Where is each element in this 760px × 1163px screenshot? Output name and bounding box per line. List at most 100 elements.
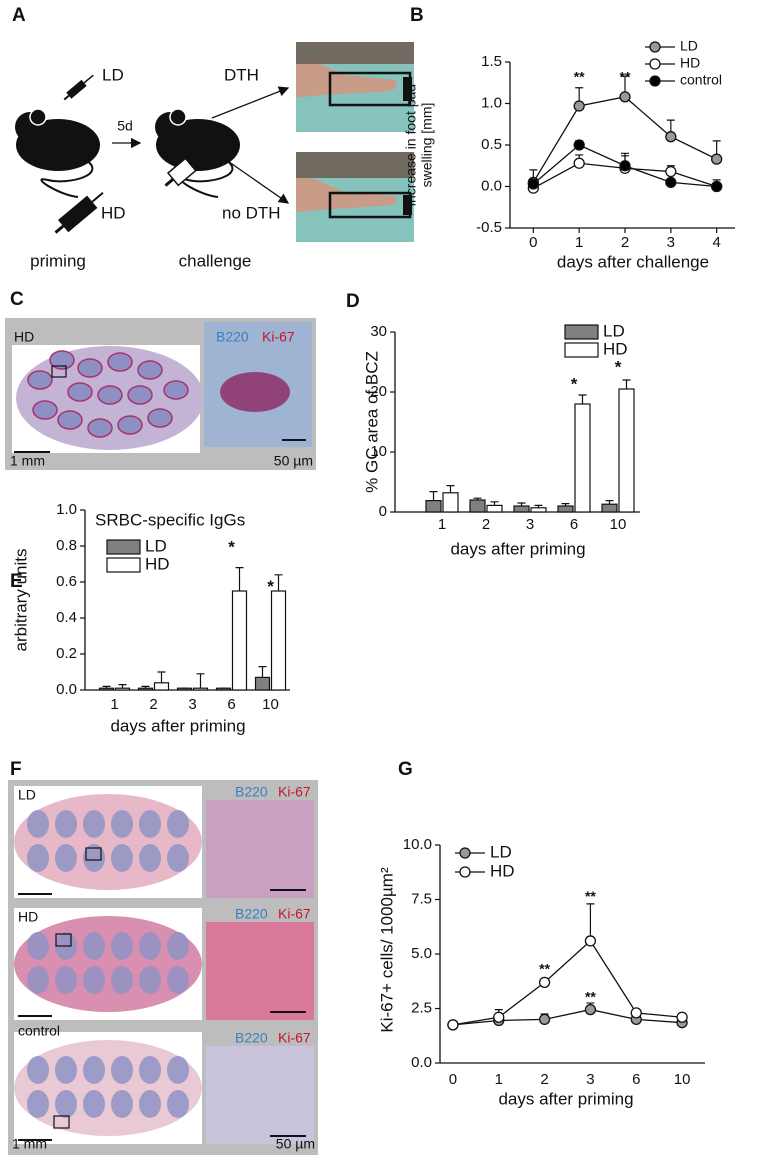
syringe-icon: [54, 191, 104, 234]
follicle: [49, 350, 75, 370]
follicle: [57, 410, 83, 430]
panel-label: C: [10, 289, 24, 310]
zoom-box: [85, 847, 102, 861]
point: [538, 976, 551, 988]
y-tick-label: 20: [370, 383, 387, 400]
mouse-icon: [155, 108, 240, 198]
y-tick-label: 30: [370, 323, 387, 340]
scale-label: 50 µm: [274, 453, 313, 469]
follicle: [83, 966, 105, 994]
point: [665, 131, 677, 143]
photo: [296, 152, 414, 242]
group-label: LD: [18, 787, 36, 803]
arrow: [211, 149, 290, 204]
legend-label: control: [680, 72, 722, 88]
point: [527, 178, 539, 190]
stain-label: Ki-67: [262, 329, 295, 345]
group-label: HD: [18, 909, 38, 925]
x-tick-label: 2: [540, 1071, 548, 1088]
follicle: [111, 1090, 133, 1118]
bar: [513, 505, 530, 513]
legend-label: LD: [680, 38, 698, 54]
series-line: [452, 1008, 683, 1026]
point: [711, 180, 723, 193]
follicle: [83, 810, 105, 838]
follicle: [167, 1090, 189, 1118]
y-tick-label: 7.5: [411, 890, 432, 907]
annotation: **: [539, 961, 550, 977]
legend-label: HD: [145, 554, 170, 573]
follicle: [107, 352, 133, 372]
x-tick-label: 0: [449, 1071, 457, 1088]
x-tick-label: 3: [586, 1071, 594, 1088]
bar: [215, 687, 232, 691]
panel-label: E: [10, 571, 23, 592]
follicle: [167, 932, 189, 960]
y-tick-label: 0.2: [56, 645, 77, 662]
follicle: [27, 932, 49, 960]
x-tick-label: 6: [570, 516, 578, 533]
y-tick-label: 1.0: [56, 501, 77, 518]
legend-marker: [459, 866, 471, 878]
x-tick-label: 10: [610, 516, 627, 533]
syringe-icon: [63, 74, 94, 101]
stain-label: Ki-67: [278, 1030, 311, 1046]
legend-swatch: [564, 324, 599, 340]
error-bar: [157, 671, 166, 683]
bar: [137, 687, 154, 691]
follicle: [83, 844, 105, 872]
stain-label: B220: [216, 329, 249, 345]
bar: [442, 492, 459, 513]
point: [665, 176, 677, 189]
y-axis-label: Ki-67+ cells/ 1000µm²: [377, 867, 396, 1033]
point: [573, 157, 585, 169]
stain-label: B220: [235, 906, 268, 922]
error-bar: [235, 567, 244, 591]
outcome-label: DTH: [224, 65, 259, 84]
stain-label: B220: [235, 784, 268, 800]
x-tick-label: 1: [495, 1071, 503, 1088]
bar: [270, 590, 287, 691]
follicles: [27, 350, 189, 438]
y-tick-label: 0.0: [411, 1054, 432, 1071]
x-axis-label: days after priming: [110, 716, 245, 735]
tissue: [14, 916, 202, 1012]
follicle: [167, 966, 189, 994]
follicle: [147, 408, 173, 428]
follicle: [139, 844, 161, 872]
bar: [425, 500, 442, 513]
follicle: [67, 382, 93, 402]
group-label: HD: [101, 203, 126, 222]
step-label: priming: [30, 251, 86, 270]
error-bar: [196, 673, 205, 689]
stain-label: B220: [235, 1030, 268, 1046]
arrow: [211, 86, 290, 119]
y-axis-label: swelling [mm]: [419, 103, 435, 188]
stain-label: Ki-67: [278, 784, 311, 800]
bar: [486, 504, 503, 513]
error-bar: [118, 684, 127, 689]
bar: [192, 687, 209, 691]
annotation: *: [228, 537, 235, 556]
point: [619, 91, 631, 103]
y-axis-label: increase in foot pad: [403, 84, 419, 206]
bar: [469, 499, 486, 513]
legend-label: LD: [490, 842, 512, 861]
tissue: [14, 794, 202, 890]
x-tick-label: 2: [482, 516, 490, 533]
y-tick-label: -0.5: [476, 219, 502, 236]
x-axis-label: days after priming: [498, 1089, 633, 1108]
follicle: [97, 385, 123, 405]
y-tick-label: 10: [370, 443, 387, 460]
x-tick-label: 6: [227, 696, 235, 713]
follicle: [83, 1056, 105, 1084]
x-tick-label: 1: [575, 234, 583, 251]
y-tick-label: 1.5: [481, 53, 502, 70]
annotation: **: [585, 988, 596, 1004]
outcome-label: no DTH: [222, 203, 281, 222]
image-rows: LD B220 Ki-67 HD B220 Ki-67 control B220 Ki-67: [14, 784, 314, 1144]
follicle: [111, 810, 133, 838]
bar: [530, 507, 547, 513]
